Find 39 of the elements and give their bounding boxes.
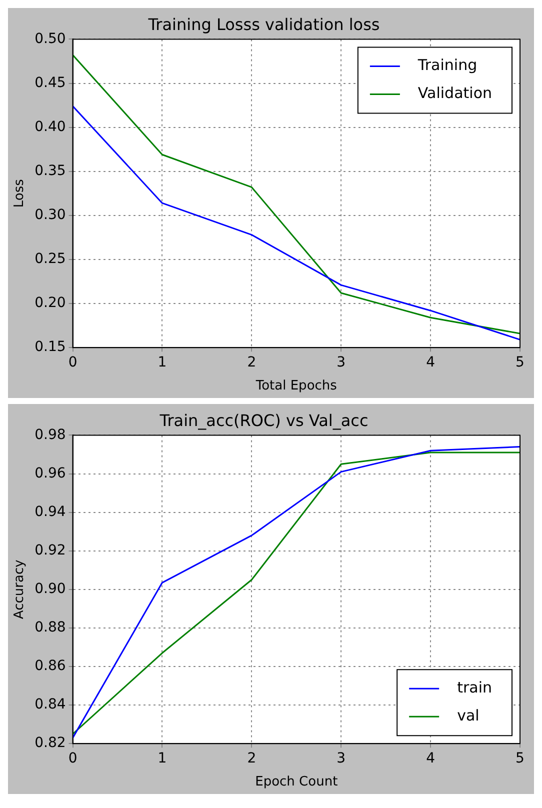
- y-tick-label: 0.98: [34, 426, 66, 443]
- x-tick-label: 5: [516, 750, 524, 767]
- x-axis-title: Total Epochs: [254, 378, 338, 394]
- x-tick-label: 2: [247, 354, 256, 371]
- x-tick-label: 0: [68, 354, 78, 371]
- chart-title: Training Losss validation loss: [147, 14, 380, 34]
- y-tick-label: 0.90: [34, 581, 66, 598]
- chart-title: Train_acc(ROC) vs Val_acc: [158, 410, 368, 430]
- y-tick-label: 0.45: [34, 74, 66, 91]
- x-tick-label: 5: [516, 354, 524, 371]
- x-tick-label: 4: [426, 750, 436, 767]
- legend-label: Validation: [418, 84, 492, 102]
- x-tick-label: 1: [158, 354, 167, 371]
- x-tick-label: 1: [158, 750, 167, 767]
- y-tick-label: 0.50: [34, 30, 66, 47]
- legend-label: val: [457, 706, 480, 724]
- y-tick-label: 0.35: [34, 163, 66, 180]
- x-tick-label: 3: [336, 354, 346, 371]
- y-axis-title: Accuracy: [12, 559, 28, 620]
- legend-label: train: [457, 678, 492, 696]
- y-tick-label: 0.86: [34, 658, 66, 674]
- y-tick-label: 0.15: [34, 339, 66, 356]
- x-tick-label: 4: [426, 354, 436, 371]
- y-axis-title: Loss: [12, 178, 28, 208]
- x-tick-label: 0: [68, 750, 78, 767]
- y-tick-label: 0.94: [34, 504, 66, 520]
- x-tick-label: 3: [336, 750, 346, 767]
- y-tick-label: 0.30: [34, 207, 66, 224]
- x-axis-title: Epoch Count: [255, 774, 338, 790]
- y-tick-label: 0.88: [34, 620, 66, 636]
- y-tick-label: 0.25: [34, 251, 66, 268]
- x-tick-label: 2: [247, 750, 256, 767]
- y-tick-label: 0.84: [34, 696, 66, 713]
- y-tick-label: 0.96: [34, 465, 66, 482]
- legend-label: Training: [416, 56, 478, 74]
- y-tick-label: 0.82: [34, 735, 66, 752]
- y-tick-label: 0.92: [34, 542, 66, 558]
- y-tick-label: 0.40: [34, 118, 66, 135]
- y-tick-label: 0.20: [34, 295, 66, 312]
